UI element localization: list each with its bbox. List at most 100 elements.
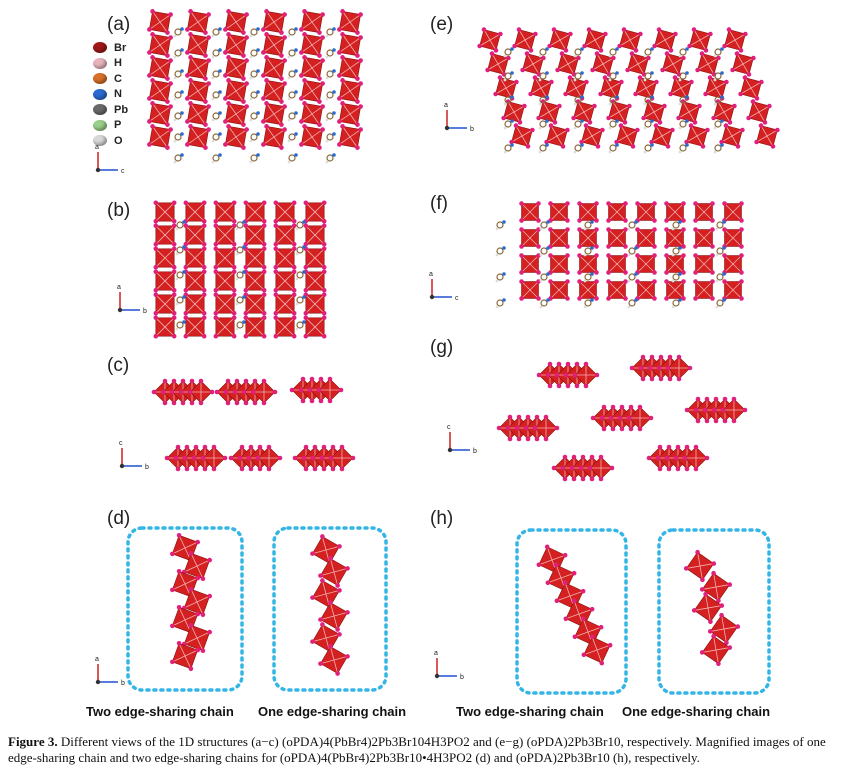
nitrogen-atom — [615, 143, 619, 147]
octahedron-edge — [686, 563, 714, 569]
bromine-atom — [266, 444, 272, 450]
octahedron-edge — [643, 105, 665, 119]
bromine-atom — [653, 123, 659, 128]
bromine-atom — [185, 142, 190, 147]
bromine-atom — [676, 115, 681, 121]
organic-ring — [250, 112, 258, 120]
bromine-atom — [291, 269, 297, 275]
bromine-atom — [563, 48, 569, 53]
bromine-atom — [261, 119, 266, 124]
organic-ring — [174, 49, 182, 57]
organic-ring — [574, 144, 582, 152]
bromine-atom — [302, 55, 307, 60]
organic-ring — [540, 247, 548, 255]
bromine-atom — [299, 96, 304, 101]
octahedron-edge — [666, 203, 684, 221]
bromine-atom — [735, 144, 741, 149]
bromine-atom — [699, 650, 705, 655]
legend-item-h: H — [93, 56, 128, 72]
bromine-atom — [693, 201, 698, 206]
bromine-atom — [153, 223, 159, 229]
octahedron-edge — [301, 83, 323, 99]
hydrogen-atom — [175, 302, 179, 306]
bromine-atom — [693, 444, 699, 450]
hydrogen-atom — [249, 76, 253, 80]
bromine-atom — [310, 595, 315, 600]
hydrogen-atom — [495, 279, 499, 283]
nitrogen-atom — [218, 90, 222, 94]
bromine-atom — [231, 287, 237, 293]
bromine-atom — [684, 407, 690, 413]
hydrogen-atom — [175, 327, 179, 331]
bromine-atom — [722, 396, 728, 402]
bromine-atom — [244, 81, 249, 86]
bromine-atom — [345, 610, 350, 615]
bromine-atom — [180, 400, 186, 406]
bromine-atom — [623, 279, 628, 284]
bromine-atom — [165, 99, 170, 104]
bromine-atom — [282, 104, 287, 109]
bromine-atom — [201, 241, 207, 247]
octahedron-edge — [275, 271, 295, 291]
bromine-atom — [243, 400, 249, 406]
bromine-atom — [666, 444, 672, 450]
bromine-atom — [206, 104, 211, 109]
bromine-atom — [687, 365, 693, 371]
bromine-atom — [534, 436, 540, 442]
bromine-atom — [577, 270, 582, 275]
bromine-atom — [261, 287, 267, 293]
hydrogen-atom — [583, 279, 587, 283]
bromine-atom — [303, 223, 309, 229]
bromine-atom — [207, 557, 212, 563]
bromine-atom — [607, 642, 613, 648]
bromine-atom — [497, 75, 503, 80]
bromine-atom — [583, 123, 589, 128]
hydrogen-atom — [325, 97, 329, 101]
bromine-atom — [320, 104, 325, 109]
bromine-atom — [213, 310, 219, 316]
bromine-atom — [692, 120, 698, 125]
bromine-atom — [203, 76, 208, 81]
bromine-atom — [693, 296, 698, 301]
frame-d-one — [272, 526, 388, 692]
o-atom-icon — [93, 135, 107, 147]
bromine-atom — [665, 365, 671, 371]
hydrogen-atom — [295, 327, 299, 331]
bromine-atom — [321, 223, 327, 229]
bromine-atom — [291, 287, 297, 293]
octahedron-edge — [149, 14, 171, 30]
bromine-atom — [168, 104, 173, 109]
bromine-atom — [688, 123, 694, 128]
bromine-atom — [355, 145, 360, 150]
bromine-atom — [223, 96, 228, 101]
hydrogen-atom — [287, 97, 291, 101]
hydrogen-atom — [173, 139, 177, 143]
bromine-atom — [171, 292, 177, 298]
bromine-atom — [590, 415, 596, 421]
bromine-atom — [317, 30, 322, 35]
panel-label-c: (c) — [107, 355, 130, 376]
hydrogen-atom — [643, 78, 647, 82]
bromine-atom — [171, 378, 177, 384]
bromine-atom — [713, 396, 719, 402]
bromine-atom — [171, 246, 177, 252]
octahedron-edge — [185, 294, 205, 314]
bromine-atom — [693, 227, 698, 232]
bromine-atom — [273, 333, 279, 339]
organic-ring — [628, 273, 636, 281]
organic-ring — [716, 247, 724, 255]
hydrogen-atom — [608, 150, 612, 154]
bromine-atom — [693, 270, 698, 275]
bromine-atom — [310, 639, 315, 644]
nitrogen-atom — [615, 95, 619, 99]
nitrogen-atom — [502, 220, 506, 224]
bromine-atom — [577, 218, 582, 223]
bromine-atom — [590, 67, 595, 73]
bromine-atom — [231, 264, 237, 270]
organic-ring — [174, 112, 182, 120]
organic-ring — [714, 48, 722, 56]
hydrogen-atom — [715, 305, 719, 309]
bromine-atom — [223, 119, 228, 124]
octahedron-edge — [215, 202, 235, 222]
axis-label: a — [117, 284, 121, 291]
